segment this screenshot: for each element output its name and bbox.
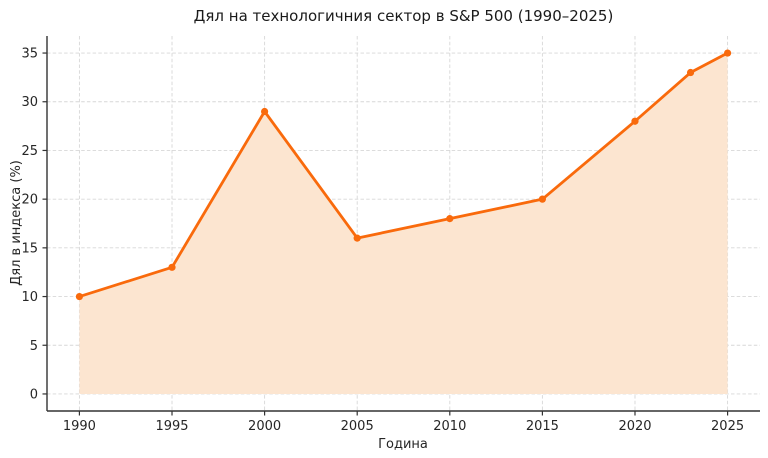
y-tick-label: 35	[21, 47, 38, 62]
data-point-marker	[75, 292, 84, 301]
x-tick-label: 2015	[526, 419, 559, 434]
data-point-marker	[538, 195, 546, 203]
data-point-marker	[686, 68, 695, 77]
axes-layer: 1990 1995 2000 2005 2010 2015 2020 202505101520…	[21, 36, 760, 434]
x-tick-label: 1990	[63, 419, 96, 434]
area-fill	[79, 53, 728, 394]
data-point-marker	[168, 263, 176, 271]
x-tick-label: 2010	[433, 419, 466, 434]
x-tick-label: 1995	[155, 419, 188, 434]
x-axis-label: Година	[378, 437, 428, 452]
y-tick-label: 20	[21, 193, 38, 208]
data-point-marker	[353, 234, 361, 242]
y-axis-label: Дял в индекса (%)	[9, 160, 24, 286]
y-tick-label: 30	[21, 95, 38, 110]
x-tick-label: 2000	[248, 419, 281, 434]
y-tick-label: 10	[21, 290, 38, 305]
series-layer	[75, 49, 732, 394]
y-tick-label: 15	[21, 241, 38, 256]
data-point-marker	[631, 117, 639, 125]
y-tick-label: 25	[21, 144, 38, 159]
y-tick-label: 5	[30, 339, 38, 354]
data-point-marker	[723, 49, 732, 57]
y-tick-label: 0	[30, 387, 38, 402]
x-tick-label: 2020	[618, 419, 651, 434]
data-point-marker	[446, 215, 454, 223]
chart-title: Дял на технологичния сектор в S&P 500 (1…	[193, 7, 614, 25]
x-tick-label: 2025	[711, 419, 744, 434]
x-tick-label: 2005	[341, 419, 374, 434]
data-point-marker	[261, 107, 269, 116]
